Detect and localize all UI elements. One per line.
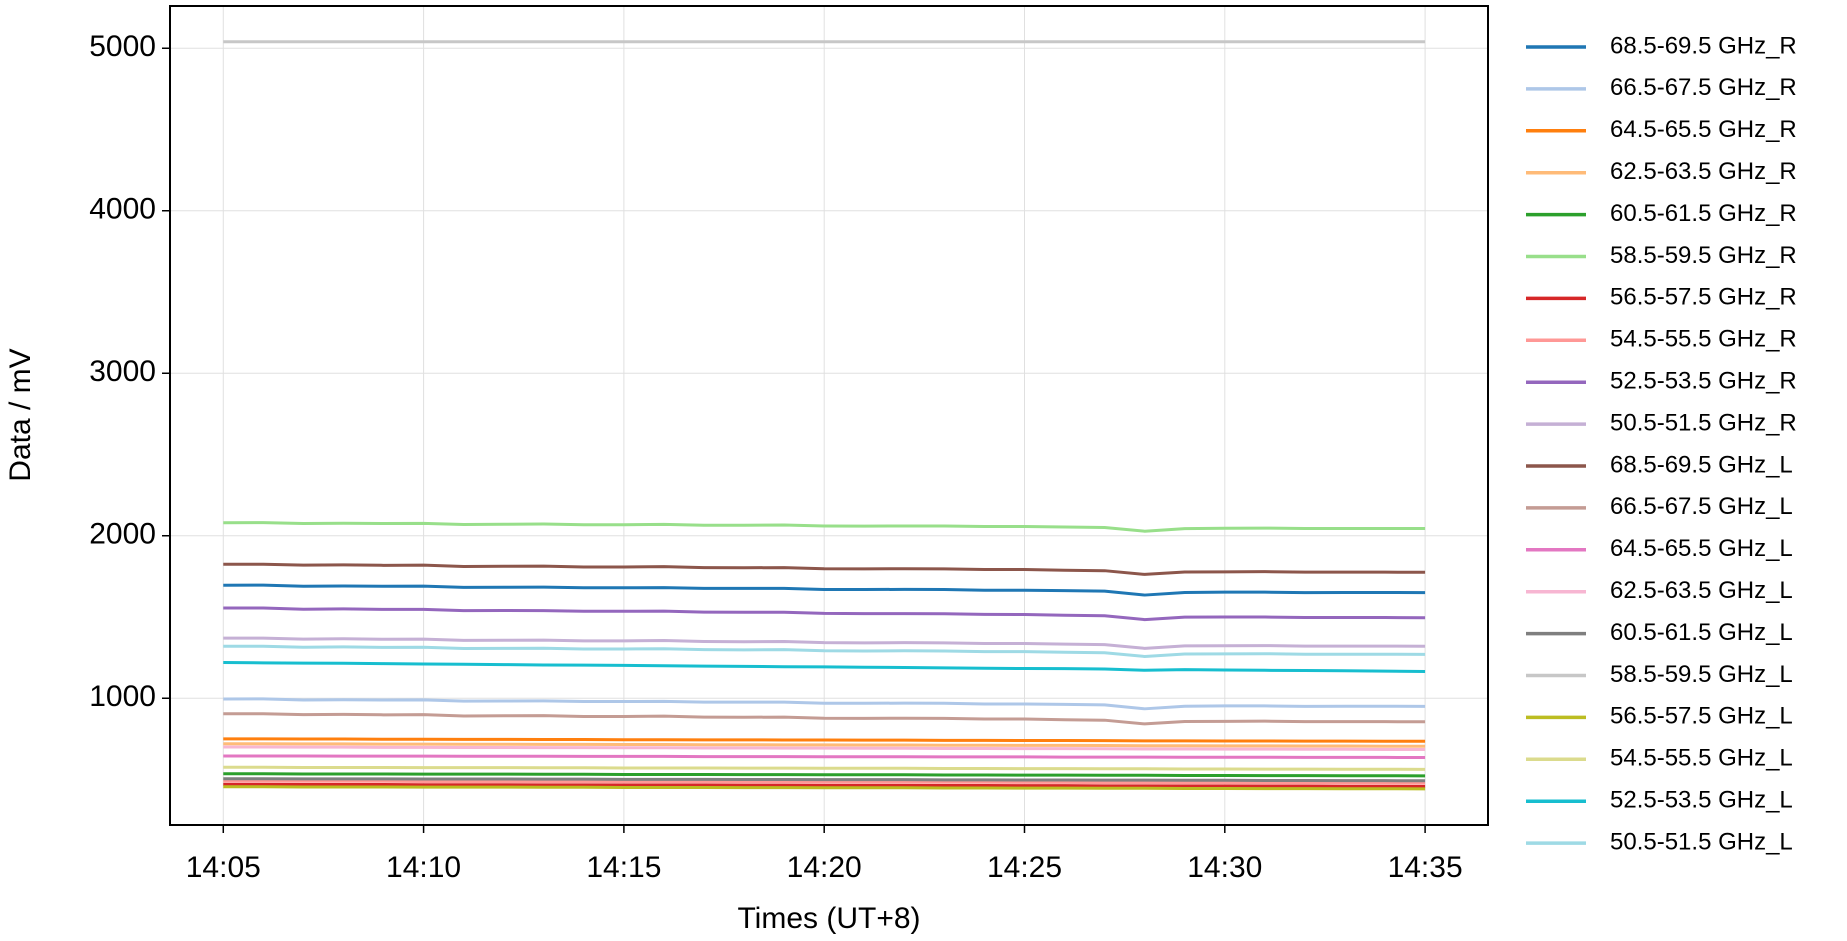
series-line (223, 772, 1426, 778)
series-line (223, 661, 1426, 673)
series-line (223, 644, 1426, 658)
series-line (223, 697, 1426, 711)
series-line (223, 606, 1426, 622)
legend-label: 58.5-59.5 GHz_L (1610, 661, 1793, 688)
legend-label: 52.5-53.5 GHz_L (1610, 787, 1793, 814)
series-line (223, 745, 1426, 751)
x-tick-label: 14:15 (586, 851, 661, 884)
legend-label: 62.5-63.5 GHz_R (1610, 158, 1797, 185)
x-axis-title: Times (UT+8) (737, 902, 920, 935)
x-tick-label: 14:30 (1187, 851, 1262, 884)
y-tick-label: 5000 (89, 30, 156, 63)
series-line (223, 712, 1426, 726)
legend-label: 64.5-65.5 GHz_R (1610, 116, 1797, 143)
y-tick-label: 1000 (89, 680, 156, 713)
legend-label: 56.5-57.5 GHz_R (1610, 284, 1797, 311)
plot-frame (169, 5, 1489, 826)
x-tick-label: 14:20 (787, 851, 862, 884)
legend-label: 58.5-59.5 GHz_R (1610, 242, 1797, 269)
x-tick-label: 14:35 (1388, 851, 1463, 884)
legend-label: 56.5-57.5 GHz_L (1610, 703, 1793, 730)
legend-label: 52.5-53.5 GHz_R (1610, 368, 1797, 395)
legend-label: 50.5-51.5 GHz_R (1610, 409, 1797, 436)
legend-label: 66.5-67.5 GHz_R (1610, 74, 1797, 101)
series-line (223, 737, 1426, 743)
series-line (223, 754, 1426, 760)
series-line (223, 765, 1426, 771)
series-line (223, 521, 1426, 533)
series-line (223, 636, 1426, 650)
legend-label: 64.5-65.5 GHz_L (1610, 535, 1793, 562)
legend-label: 68.5-69.5 GHz_L (1610, 451, 1793, 478)
legend-label: 54.5-55.5 GHz_L (1610, 745, 1793, 772)
x-tick-label: 14:10 (386, 851, 461, 884)
legend-label: 68.5-69.5 GHz_R (1610, 32, 1797, 59)
legend-label: 50.5-51.5 GHz_L (1610, 828, 1793, 855)
series-line (223, 583, 1426, 597)
legend-label: 60.5-61.5 GHz_R (1610, 200, 1797, 227)
legend-label: 54.5-55.5 GHz_R (1610, 326, 1797, 353)
y-tick-label: 4000 (89, 193, 156, 226)
series-line (223, 782, 1426, 788)
y-tick-label: 3000 (89, 355, 156, 388)
x-tick-label: 14:25 (987, 851, 1062, 884)
series-line (223, 742, 1426, 748)
series-line (223, 785, 1426, 791)
series-line (223, 562, 1426, 576)
series-line (223, 779, 1426, 785)
legend-label: 60.5-61.5 GHz_L (1610, 619, 1793, 646)
legend-label: 62.5-63.5 GHz_L (1610, 577, 1793, 604)
y-tick-label: 2000 (89, 518, 156, 551)
series-line (223, 777, 1426, 783)
x-tick-label: 14:05 (186, 851, 261, 884)
y-axis-title: Data / mV (4, 348, 37, 481)
legend-label: 66.5-67.5 GHz_L (1610, 493, 1793, 520)
